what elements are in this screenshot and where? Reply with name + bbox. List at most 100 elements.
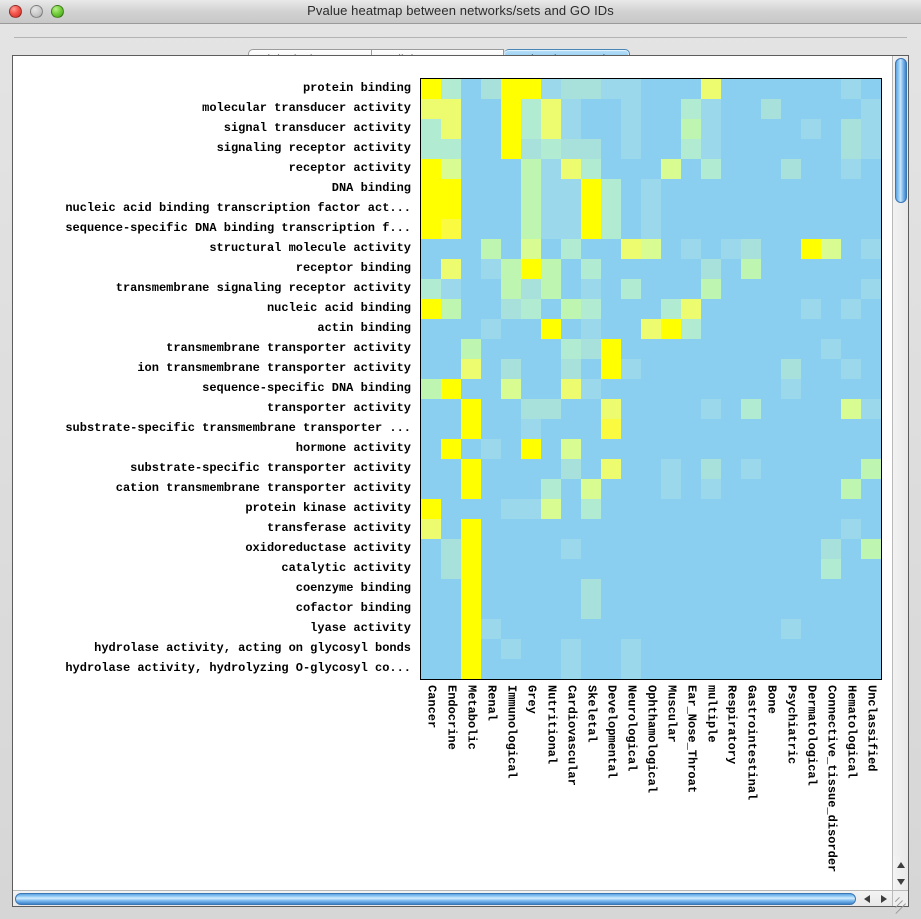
heatmap-cell[interactable] — [701, 639, 721, 659]
heatmap-cell[interactable] — [501, 459, 521, 479]
heatmap-cell[interactable] — [641, 379, 661, 399]
heatmap-cell[interactable] — [661, 599, 681, 619]
heatmap-cell[interactable] — [721, 79, 741, 99]
heatmap-cell[interactable] — [581, 139, 601, 159]
heatmap-cell[interactable] — [421, 239, 441, 259]
heatmap-cell[interactable] — [461, 519, 481, 539]
heatmap-cell[interactable] — [541, 159, 561, 179]
heatmap-cell[interactable] — [421, 499, 441, 519]
heatmap-cell[interactable] — [581, 419, 601, 439]
heatmap-cell[interactable] — [741, 319, 761, 339]
heatmap-cell[interactable] — [621, 339, 641, 359]
heatmap-cell[interactable] — [841, 319, 861, 339]
heatmap-cell[interactable] — [441, 619, 461, 639]
heatmap-cell[interactable] — [781, 519, 801, 539]
heatmap-cell[interactable] — [561, 259, 581, 279]
heatmap-cell[interactable] — [541, 319, 561, 339]
heatmap-cell[interactable] — [661, 459, 681, 479]
heatmap-cell[interactable] — [521, 479, 541, 499]
heatmap-cell[interactable] — [681, 399, 701, 419]
heatmap-cell[interactable] — [441, 479, 461, 499]
heatmap-cell[interactable] — [841, 179, 861, 199]
heatmap-cell[interactable] — [601, 439, 621, 459]
heatmap-cell[interactable] — [421, 99, 441, 119]
heatmap-cell[interactable] — [421, 119, 441, 139]
heatmap-cell[interactable] — [521, 319, 541, 339]
heatmap-cell[interactable] — [721, 359, 741, 379]
heatmap-cell[interactable] — [681, 439, 701, 459]
heatmap-cell[interactable] — [541, 439, 561, 459]
heatmap-cell[interactable] — [741, 599, 761, 619]
heatmap-cell[interactable] — [601, 219, 621, 239]
heatmap-cell[interactable] — [461, 479, 481, 499]
heatmap-cell[interactable] — [821, 199, 841, 219]
heatmap-cell[interactable] — [841, 79, 861, 99]
heatmap-cell[interactable] — [821, 319, 841, 339]
heatmap-cell[interactable] — [541, 419, 561, 439]
heatmap-cell[interactable] — [481, 419, 501, 439]
heatmap-cell[interactable] — [681, 79, 701, 99]
heatmap-cell[interactable] — [641, 319, 661, 339]
heatmap-cell[interactable] — [721, 639, 741, 659]
heatmap-cell[interactable] — [761, 319, 781, 339]
heatmap-cell[interactable] — [601, 379, 621, 399]
heatmap-cell[interactable] — [821, 119, 841, 139]
heatmap-cell[interactable] — [681, 99, 701, 119]
heatmap-cell[interactable] — [861, 559, 881, 579]
heatmap-cell[interactable] — [781, 119, 801, 139]
heatmap-cell[interactable] — [481, 639, 501, 659]
heatmap-cell[interactable] — [841, 199, 861, 219]
heatmap-cell[interactable] — [781, 439, 801, 459]
heatmap-cell[interactable] — [801, 279, 821, 299]
heatmap-cell[interactable] — [481, 399, 501, 419]
heatmap-cell[interactable] — [441, 659, 461, 679]
heatmap-cell[interactable] — [581, 199, 601, 219]
heatmap-cell[interactable] — [541, 79, 561, 99]
heatmap-cell[interactable] — [801, 459, 821, 479]
heatmap-cell[interactable] — [661, 539, 681, 559]
heatmap-cell[interactable] — [761, 219, 781, 239]
heatmap-cell[interactable] — [601, 199, 621, 219]
heatmap-cell[interactable] — [541, 179, 561, 199]
heatmap-cell[interactable] — [421, 619, 441, 639]
heatmap-cell[interactable] — [421, 579, 441, 599]
heatmap-cell[interactable] — [781, 419, 801, 439]
heatmap-cell[interactable] — [541, 279, 561, 299]
heatmap-cell[interactable] — [661, 419, 681, 439]
heatmap-cell[interactable] — [521, 359, 541, 379]
heatmap-cell[interactable] — [441, 299, 461, 319]
heatmap-cell[interactable] — [461, 159, 481, 179]
heatmap-cell[interactable] — [801, 219, 821, 239]
heatmap-cell[interactable] — [681, 459, 701, 479]
heatmap-cell[interactable] — [821, 579, 841, 599]
heatmap-cell[interactable] — [621, 199, 641, 219]
heatmap-cell[interactable] — [721, 419, 741, 439]
heatmap-cell[interactable] — [441, 199, 461, 219]
heatmap-cell[interactable] — [461, 419, 481, 439]
heatmap-cell[interactable] — [641, 559, 661, 579]
heatmap-cell[interactable] — [641, 399, 661, 419]
heatmap-cell[interactable] — [621, 119, 641, 139]
heatmap-cell[interactable] — [701, 659, 721, 679]
heatmap-cell[interactable] — [781, 179, 801, 199]
heatmap-cell[interactable] — [701, 379, 721, 399]
heatmap-cell[interactable] — [501, 519, 521, 539]
heatmap-cell[interactable] — [421, 359, 441, 379]
heatmap-cell[interactable] — [641, 159, 661, 179]
heatmap-cell[interactable] — [701, 99, 721, 119]
heatmap-cell[interactable] — [801, 559, 821, 579]
heatmap-cell[interactable] — [581, 299, 601, 319]
heatmap-cell[interactable] — [561, 499, 581, 519]
heatmap-cell[interactable] — [581, 259, 601, 279]
heatmap-cell[interactable] — [581, 379, 601, 399]
heatmap-cell[interactable] — [761, 439, 781, 459]
heatmap-cell[interactable] — [821, 419, 841, 439]
heatmap-cell[interactable] — [641, 119, 661, 139]
heatmap-cell[interactable] — [821, 619, 841, 639]
heatmap-cell[interactable] — [701, 519, 721, 539]
heatmap-cell[interactable] — [801, 319, 821, 339]
heatmap-cell[interactable] — [441, 499, 461, 519]
heatmap-cell[interactable] — [501, 79, 521, 99]
heatmap-cell[interactable] — [441, 579, 461, 599]
heatmap-cell[interactable] — [501, 439, 521, 459]
